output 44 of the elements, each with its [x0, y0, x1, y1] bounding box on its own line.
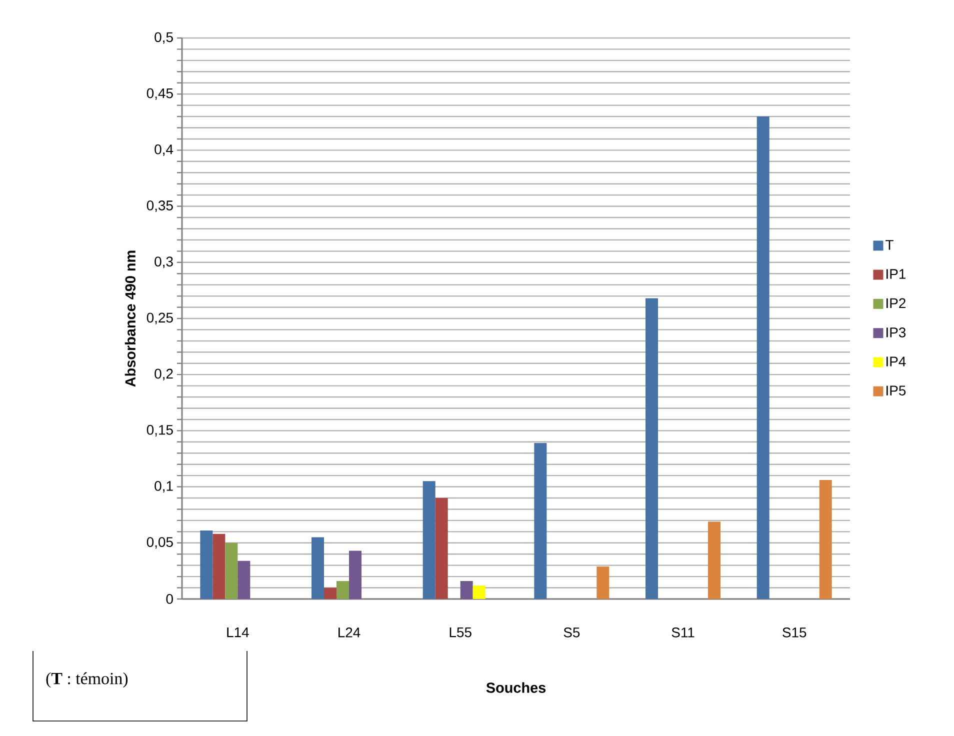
bar: [708, 522, 721, 599]
text: (T : témoin): [46, 672, 128, 688]
y-axis-title: Absorbance 490 nm: [124, 250, 136, 387]
y-tick-label: 0,35: [146, 200, 173, 212]
bar: [435, 498, 448, 599]
y-tick-label: 0,2: [154, 368, 173, 380]
x-tick-label: L14: [227, 628, 249, 638]
y-tick-label: 0,15: [146, 424, 173, 436]
legend-label: IP2: [886, 298, 906, 308]
bar: [460, 581, 473, 599]
bar: [534, 443, 547, 599]
bar: [646, 298, 658, 599]
x-tick-label: S5: [564, 627, 580, 638]
bar: [238, 560, 250, 599]
legend-label: IP3: [886, 327, 906, 338]
y-tick-label: 0,05: [146, 537, 173, 549]
y-tick-label: 0,4: [154, 144, 174, 156]
bar: [212, 534, 226, 599]
x-tick-label: S15: [782, 627, 806, 638]
bar: [349, 550, 362, 599]
legend-label: IP1: [886, 269, 906, 279]
y-tick-label: 0,45: [146, 88, 173, 100]
legend-label: IP5: [886, 386, 906, 396]
bar: [336, 581, 350, 599]
x-axis-title: Souches: [486, 682, 546, 693]
legend-label: IP4: [886, 356, 906, 366]
bar: [200, 530, 213, 599]
y-tick-label: 0,3: [154, 256, 173, 268]
x-tick-label: S11: [672, 627, 694, 638]
bar: [756, 116, 770, 599]
y-tick-label: 0,1: [154, 481, 173, 493]
bar: [422, 481, 436, 599]
bar: [596, 566, 610, 599]
bar: [225, 542, 238, 599]
x-tick-label: L24: [338, 627, 360, 638]
bar: [819, 480, 832, 599]
y-tick-label: 0: [166, 594, 173, 604]
legend-label: T: [886, 240, 894, 250]
bar: [472, 586, 486, 599]
y-tick-label: 0,5: [154, 32, 173, 44]
bar: [312, 537, 324, 599]
y-tick-label: 0,25: [146, 312, 173, 324]
x-tick-label: L55: [450, 628, 472, 638]
bar: [324, 588, 337, 599]
